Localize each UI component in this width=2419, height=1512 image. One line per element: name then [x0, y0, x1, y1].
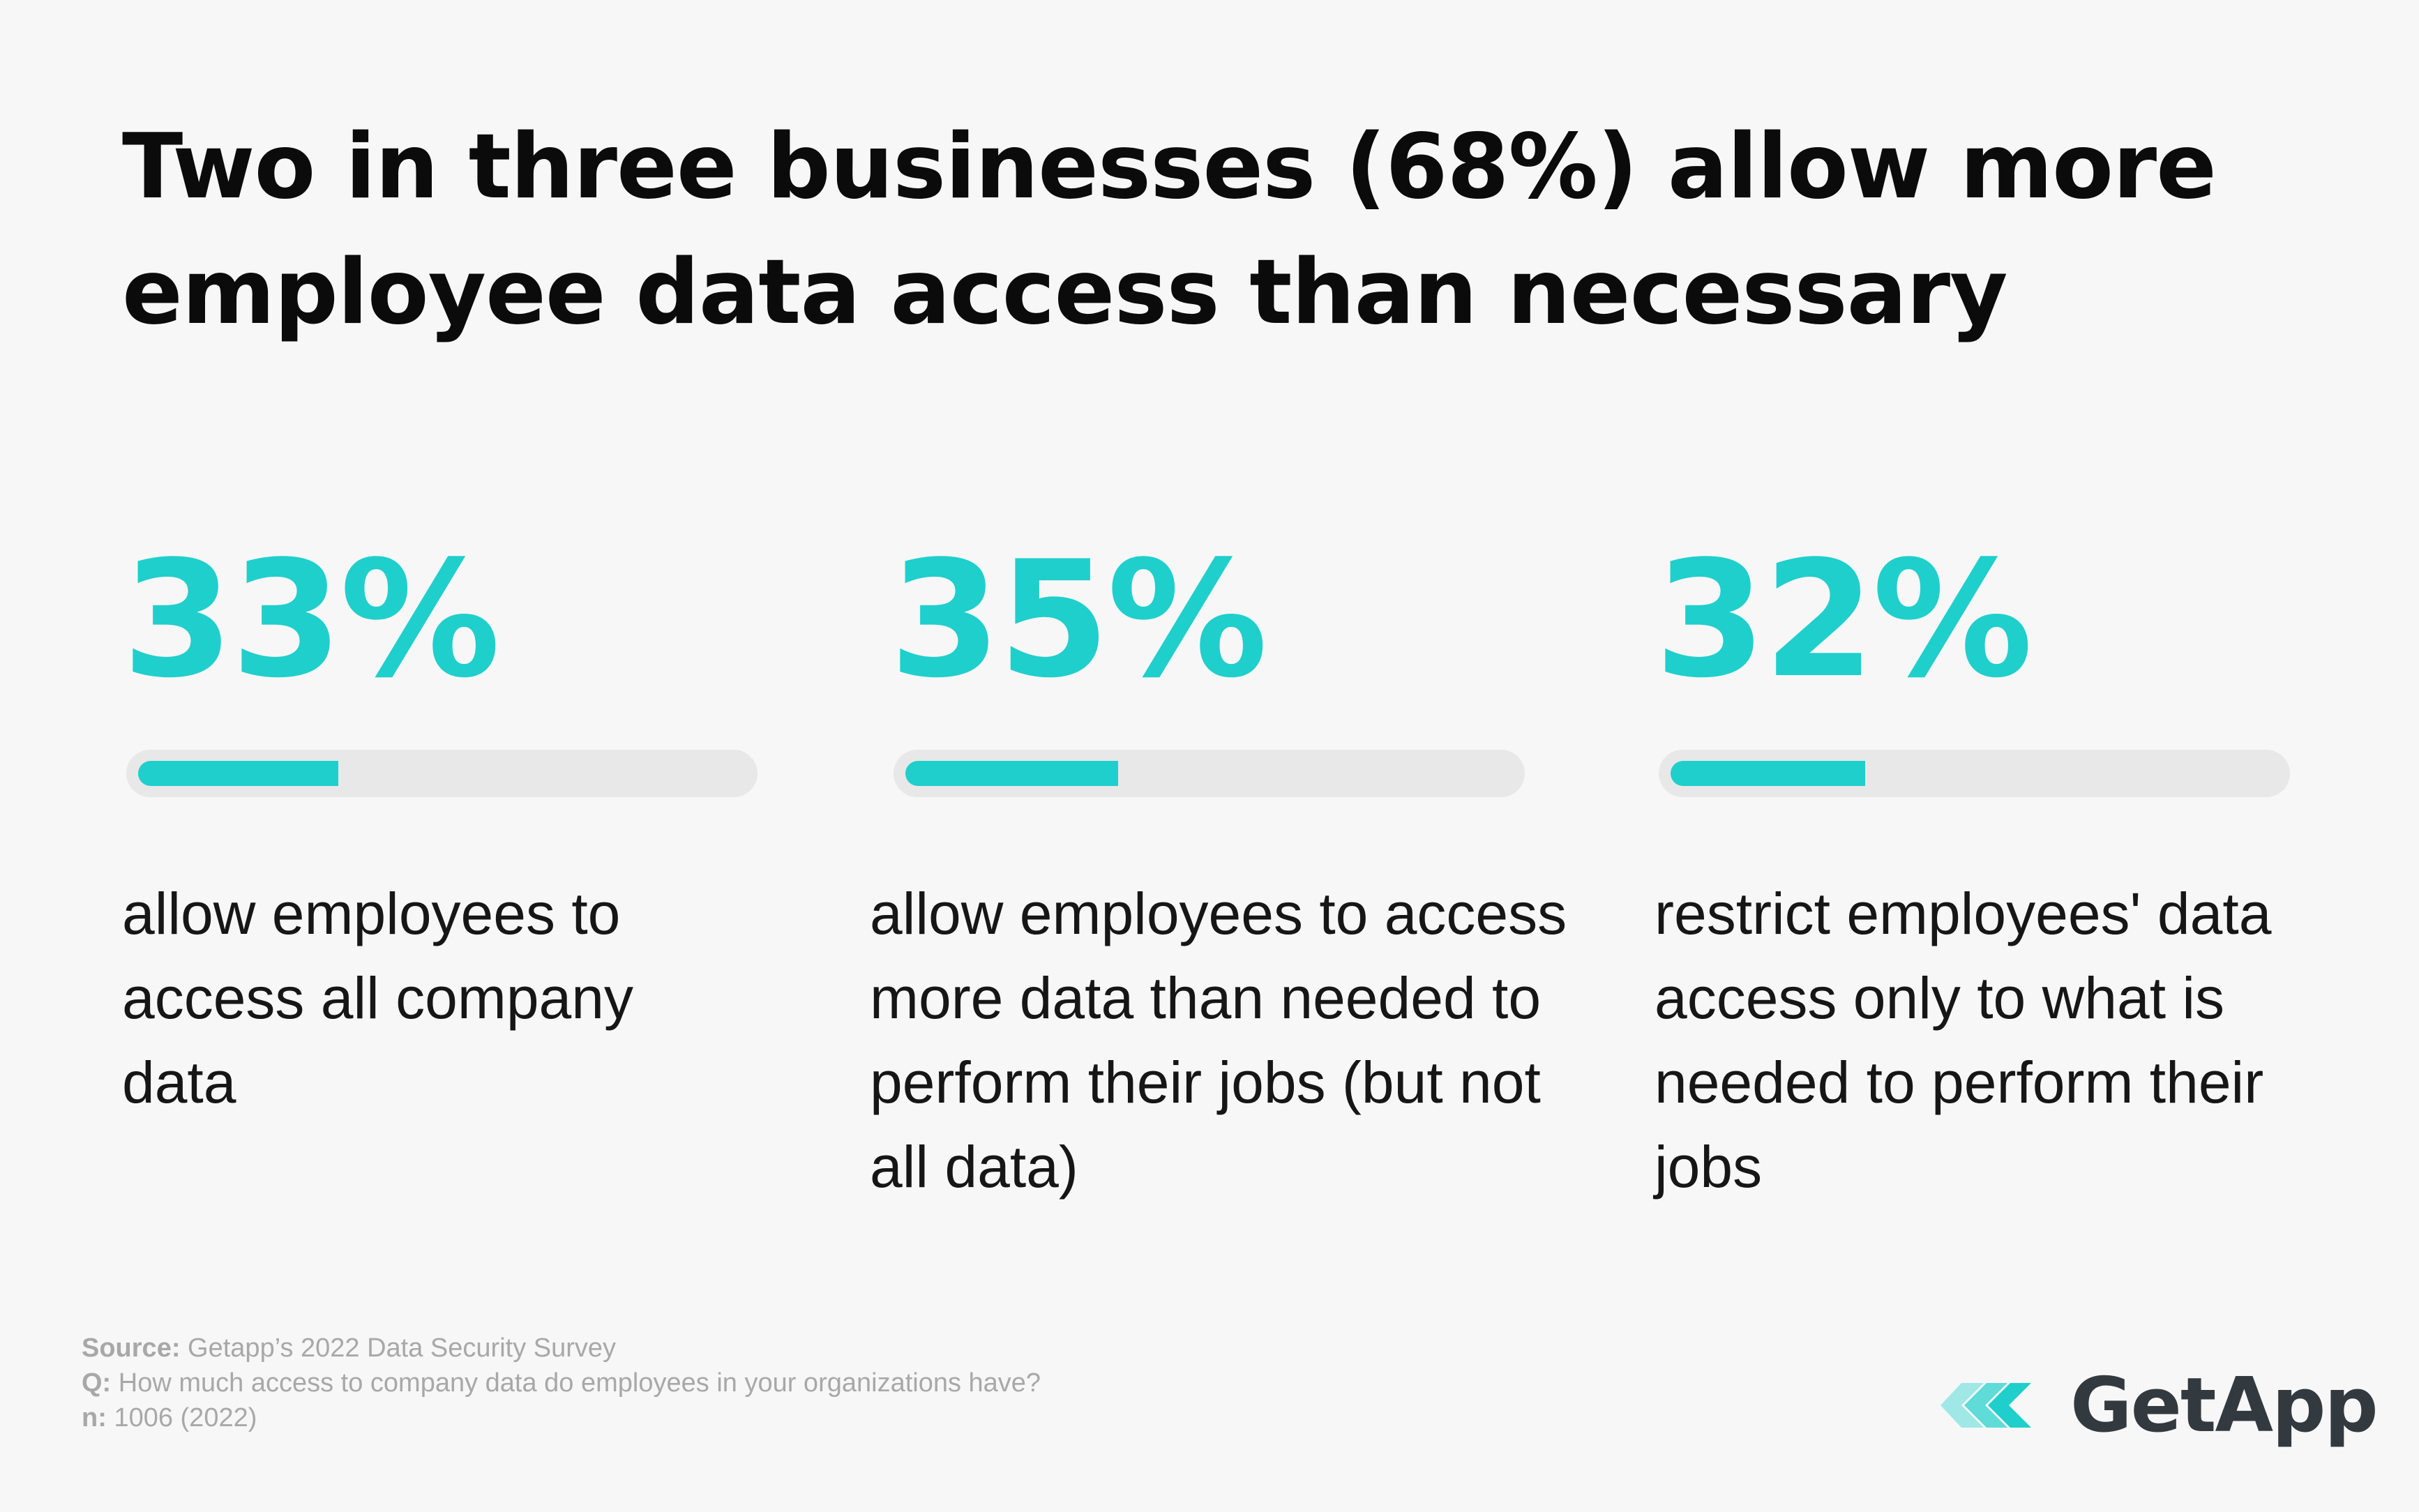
source-text: Getapp’s 2022 Data Security Survey — [188, 1333, 617, 1363]
stat-percentage: 32% — [1655, 527, 2033, 713]
stat-block-2: 35% allow employees to access more data … — [870, 527, 1587, 1200]
stat-description: restrict employees' data access only to … — [1655, 881, 2272, 1200]
stat-description: allow employees to access all company da… — [122, 881, 633, 1115]
chart-title: Two in three businesses (68%) allow more… — [122, 115, 2217, 345]
progress-bar — [138, 761, 338, 786]
progress-track — [894, 750, 1525, 797]
progress-bar — [905, 761, 1118, 786]
question-text: How much access to company data do emplo… — [118, 1368, 1041, 1398]
progress-bar — [1671, 761, 1865, 786]
stat-description: allow employees to access more data than… — [870, 881, 1567, 1200]
getapp-logo: GetApp — [1941, 1360, 2379, 1451]
stat-percentage: 35% — [889, 527, 1268, 713]
question-label: Q: — [82, 1368, 112, 1398]
source-line: Source: Getapp’s 2022 Data Security Surv… — [82, 1331, 1041, 1366]
source-footer: Source: Getapp’s 2022 Data Security Surv… — [82, 1331, 1041, 1435]
stat-block-3: 32% restrict employees' data access only… — [1655, 527, 2352, 1200]
question-line: Q: How much access to company data do em… — [82, 1366, 1041, 1400]
sample-size-line: n: 1006 (2022) — [82, 1400, 1041, 1435]
stat-block-1: 33% allow employees to access all compan… — [122, 527, 820, 1115]
sample-size-text: 1006 (2022) — [114, 1403, 257, 1432]
stat-percentage: 33% — [122, 527, 501, 713]
source-label: Source: — [82, 1333, 181, 1363]
logo-wordmark: GetApp — [2070, 1361, 2379, 1449]
sample-size-label: n: — [82, 1403, 107, 1432]
progress-track — [1659, 750, 2290, 797]
getapp-chevrons-icon — [1941, 1383, 2031, 1428]
progress-track — [126, 750, 758, 797]
